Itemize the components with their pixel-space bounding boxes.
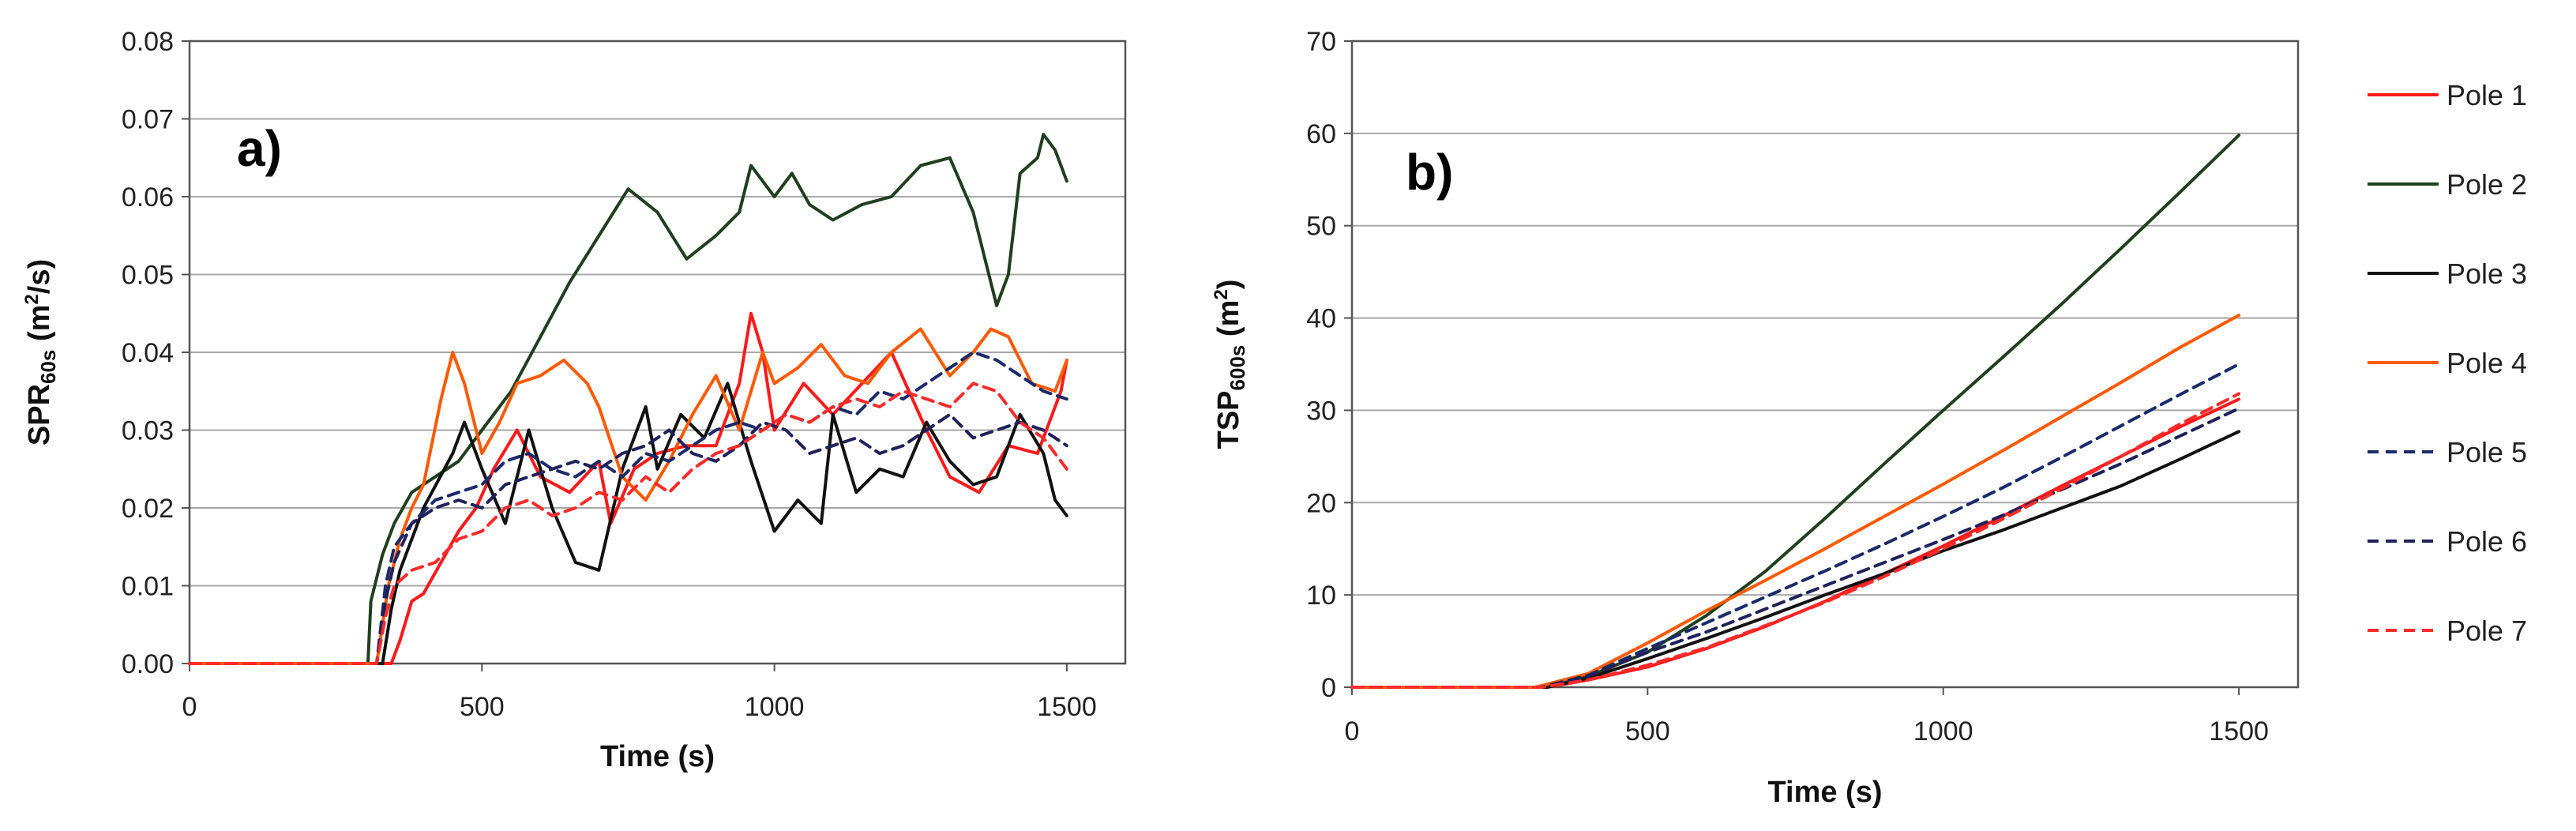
y-tick-label: 0.01	[122, 572, 174, 602]
series-line-pole-7	[188, 382, 1068, 665]
y-axis-label-main: TSP	[1212, 390, 1245, 449]
y-axis-label: SPR60s (m2/s)	[21, 259, 60, 446]
series-line-pole-7	[1350, 392, 2241, 689]
legend-label: Pole 3	[2446, 258, 2527, 290]
x-tick-label: 1500	[2209, 716, 2269, 746]
y-tick-label: 70	[1306, 27, 1336, 57]
y-axis-label-unit-end: )	[1212, 280, 1245, 290]
x-axis-label: Time (s)	[600, 740, 715, 773]
series-line-pole-2	[188, 133, 1068, 665]
y-tick-label: 20	[1306, 488, 1336, 518]
chart-a: 0.00 0.01 0.02 0.03 0.04 0.05 0.06 0.07 0.08 0 500…	[21, 27, 1127, 773]
y-tick-label: 60	[1306, 119, 1336, 149]
y-tick-label: 0.04	[122, 338, 174, 368]
y-axis-label-main: SPR	[23, 384, 56, 446]
series-line-pole-3	[188, 382, 1068, 665]
legend-label: Pole 1	[2446, 79, 2527, 111]
y-axis-label-subscript: 600s	[1226, 345, 1249, 391]
x-tick-label: 1500	[1037, 692, 1097, 722]
legend-label: Pole 4	[2446, 347, 2527, 379]
y-axis-label-superscript: 2	[21, 294, 43, 304]
y-axis-label-unit: (m	[1212, 300, 1245, 345]
y-axis-label-superscript: 2	[1211, 289, 1232, 299]
legend-label: Pole 6	[2446, 525, 2527, 558]
panel-label: b)	[1406, 144, 1453, 201]
x-tick-label: 500	[1625, 716, 1670, 746]
series-line-pole-5	[188, 351, 1068, 665]
y-tick-label: 0.00	[122, 649, 174, 679]
x-tick-label: 1000	[745, 692, 805, 722]
y-axis-label-unit-end: /s)	[23, 259, 56, 294]
x-tick-label: 1000	[1913, 716, 1973, 746]
legend-label: Pole 2	[2446, 168, 2527, 201]
x-tick-label: 0	[1345, 716, 1360, 746]
x-axis-label: Time (s)	[1767, 776, 1882, 809]
series-line-pole-5	[1350, 363, 2241, 689]
y-tick-label: 0.02	[122, 494, 174, 524]
series-line-pole-6	[1350, 407, 2241, 689]
x-tick-label: 0	[182, 692, 197, 722]
series-line-pole-1	[188, 311, 1068, 665]
y-tick-label: 0	[1321, 673, 1336, 703]
x-tick-label: 500	[460, 692, 505, 722]
series-line-pole-6	[188, 412, 1068, 665]
y-tick-label: 0.08	[122, 27, 174, 57]
y-tick-label: 50	[1306, 212, 1336, 242]
y-tick-label: 0.07	[122, 105, 174, 135]
legend-label: Pole 7	[2446, 615, 2527, 647]
chart-b: 0 10 20 30 40 50 60 70 0 500 1000 1500 Time (s) TSP60…	[1211, 27, 2527, 809]
legend: Pole 1 Pole 2 Pole 3 Pole 4 Pole 5 Pole 6 Pole…	[2368, 79, 2527, 647]
y-tick-label: 30	[1306, 396, 1336, 426]
panel-label: a)	[237, 120, 282, 177]
y-tick-label: 0.03	[122, 416, 174, 446]
y-tick-label: 0.06	[122, 182, 174, 212]
y-tick-label: 10	[1306, 581, 1336, 611]
plot-frame	[1350, 39, 2300, 689]
y-axis-label-unit: (m	[23, 305, 56, 350]
series-line-pole-4	[1350, 314, 2241, 689]
y-tick-label: 0.05	[122, 261, 174, 291]
y-axis-label: TSP600s (m2)	[1211, 280, 1249, 449]
legend-label: Pole 5	[2446, 436, 2527, 468]
y-tick-label: 40	[1306, 304, 1336, 334]
y-axis-label-subscript: 60s	[36, 350, 60, 384]
series-line-pole-3	[1350, 430, 2241, 689]
